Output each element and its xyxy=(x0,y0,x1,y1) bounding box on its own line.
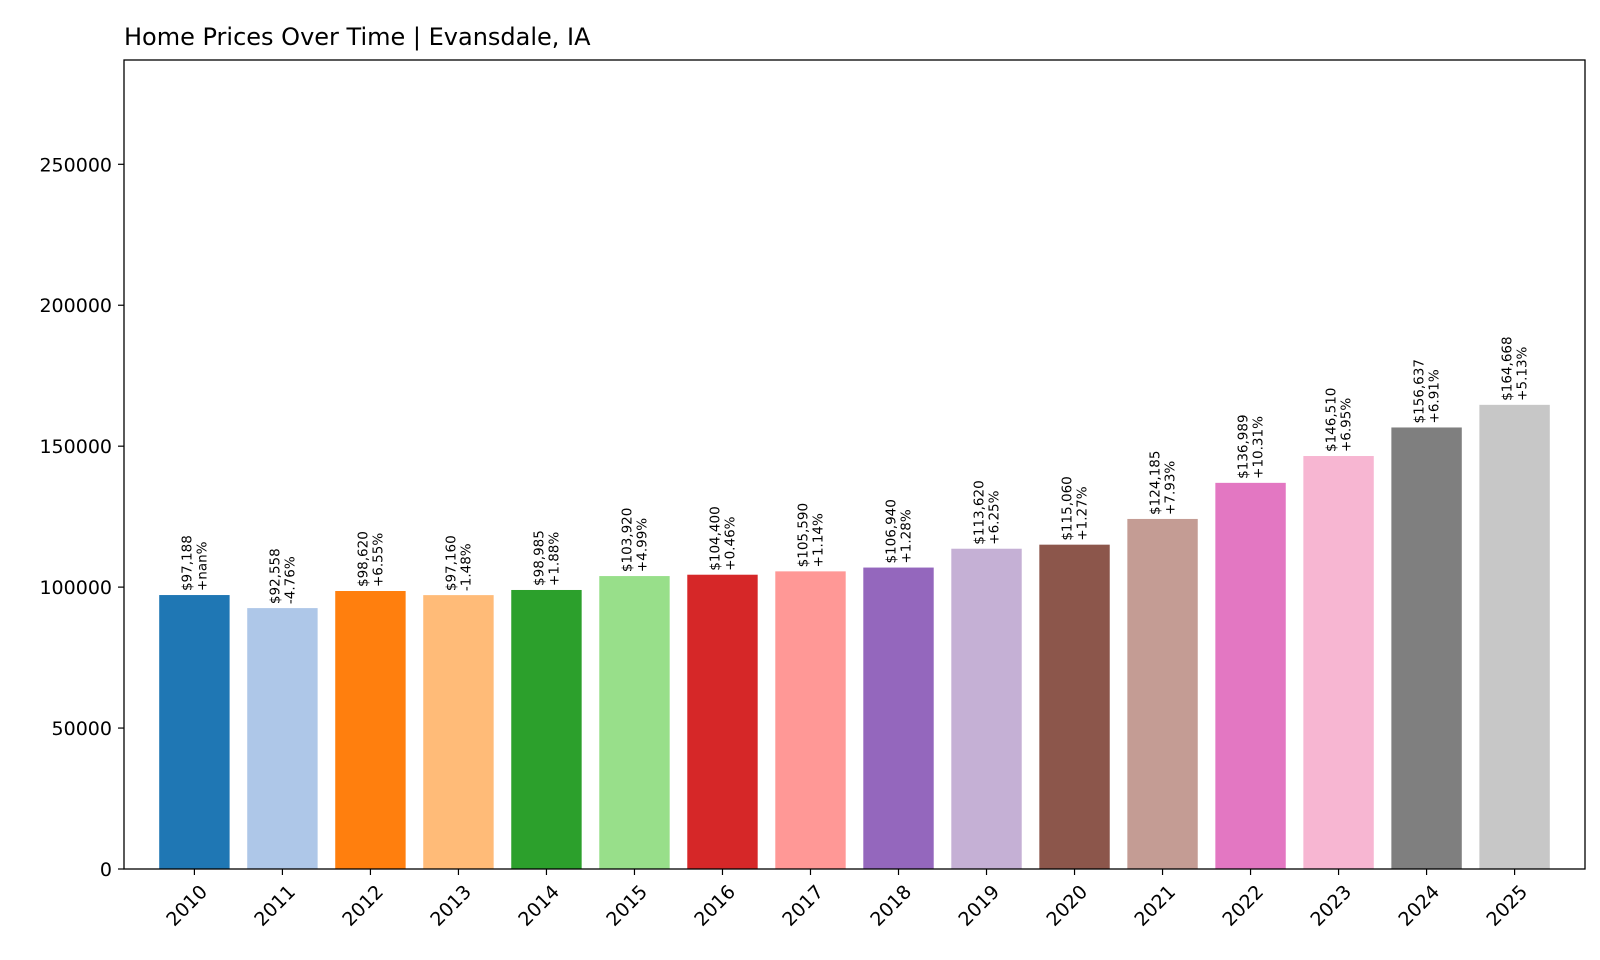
bar-change-label: +6.95% xyxy=(1339,398,1355,452)
bar-2013 xyxy=(423,595,494,869)
x-tick-label: 2022 xyxy=(1218,881,1268,931)
bar-value-label: $104,400 xyxy=(707,506,723,570)
bar-change-label: -4.76% xyxy=(282,556,298,604)
x-tick-label: 2023 xyxy=(1306,881,1356,931)
bar-value-label: $98,620 xyxy=(355,531,371,587)
x-tick-label: 2018 xyxy=(866,881,916,931)
y-tick-label: 0 xyxy=(100,859,112,881)
bar-value-label: $146,510 xyxy=(1324,388,1340,452)
y-tick-label: 250000 xyxy=(39,154,112,176)
bar-value-label: $97,188 xyxy=(179,535,195,591)
bar-2012 xyxy=(335,591,406,869)
bar-change-label: +5.13% xyxy=(1515,346,1531,400)
bar-value-label: $103,920 xyxy=(619,508,635,572)
y-tick-label: 200000 xyxy=(39,295,112,317)
bar-value-label: $156,637 xyxy=(1412,359,1428,423)
x-tick-label: 2014 xyxy=(514,881,564,931)
bar-2018 xyxy=(863,567,934,869)
bar-2017 xyxy=(775,571,846,869)
bar-labels-group: $97,188 +nan% $92,558 -4.76% $98,620 +6.55% $9… xyxy=(179,336,1530,604)
bar-value-label: $136,989 xyxy=(1236,414,1252,478)
x-tick-label: 2019 xyxy=(954,881,1004,931)
y-axis: 0 50000 100000 150000 200000 250000 xyxy=(39,154,124,881)
bar-2016 xyxy=(687,574,758,869)
y-tick-label: 100000 xyxy=(39,577,112,599)
x-axis: 2010 2011 2012 2013 2014 2015 2016 2017 2018 2019… xyxy=(162,869,1532,931)
bars-group xyxy=(159,404,1550,869)
bar-2024 xyxy=(1391,427,1462,869)
bar-2025 xyxy=(1479,404,1550,869)
bar-change-label: +1.14% xyxy=(810,513,826,567)
bar-change-label: +6.91% xyxy=(1427,369,1443,423)
bar-change-label: -1.48% xyxy=(458,543,474,591)
bar-value-label: $164,668 xyxy=(1500,336,1516,400)
bar-2019 xyxy=(951,548,1022,869)
bar-value-label: $97,160 xyxy=(443,535,459,591)
bar-change-label: +10.31% xyxy=(1251,416,1267,479)
chart-title: Home Prices Over Time | Evansdale, IA xyxy=(124,23,591,51)
x-tick-label: 2025 xyxy=(1482,881,1532,931)
x-tick-label: 2021 xyxy=(1130,881,1180,931)
bar-change-label: +nan% xyxy=(194,541,210,591)
bar-change-label: +1.27% xyxy=(1075,486,1091,540)
x-tick-label: 2015 xyxy=(602,881,652,931)
x-tick-label: 2010 xyxy=(162,881,212,931)
bar-change-label: +6.25% xyxy=(987,490,1003,544)
bar-value-label: $92,558 xyxy=(267,548,283,604)
bar-change-label: +6.55% xyxy=(370,533,386,587)
bar-value-label: $124,185 xyxy=(1148,451,1164,515)
bar-change-label: +4.99% xyxy=(634,518,650,572)
y-tick-label: 50000 xyxy=(52,718,112,740)
bar-2022 xyxy=(1215,482,1286,869)
x-tick-label: 2020 xyxy=(1042,881,1092,931)
bar-2023 xyxy=(1303,456,1374,869)
bar-value-label: $98,985 xyxy=(531,530,547,586)
x-tick-label: 2024 xyxy=(1394,881,1444,931)
bar-change-label: +1.88% xyxy=(546,532,562,586)
x-tick-label: 2011 xyxy=(250,881,300,931)
bar-2021 xyxy=(1127,518,1198,869)
bar-change-label: +0.46% xyxy=(722,516,738,570)
plot-frame xyxy=(123,59,1586,870)
bar-2014 xyxy=(511,589,582,869)
bar-value-label: $105,590 xyxy=(795,503,811,567)
x-tick-label: 2017 xyxy=(778,881,828,931)
x-tick-label: 2012 xyxy=(338,881,388,931)
bar-value-label: $106,940 xyxy=(884,499,900,563)
x-tick-label: 2013 xyxy=(426,881,476,931)
x-tick-label: 2016 xyxy=(690,881,740,931)
bar-change-label: +1.28% xyxy=(899,509,915,563)
bar-2010 xyxy=(159,595,230,869)
bar-value-label: $115,060 xyxy=(1060,476,1076,540)
bar-change-label: +7.93% xyxy=(1163,461,1179,515)
bar-value-label: $113,620 xyxy=(972,480,988,544)
bar-2011 xyxy=(247,608,318,869)
bar-2020 xyxy=(1039,544,1110,869)
y-tick-label: 150000 xyxy=(39,436,112,458)
bar-2015 xyxy=(599,576,670,869)
